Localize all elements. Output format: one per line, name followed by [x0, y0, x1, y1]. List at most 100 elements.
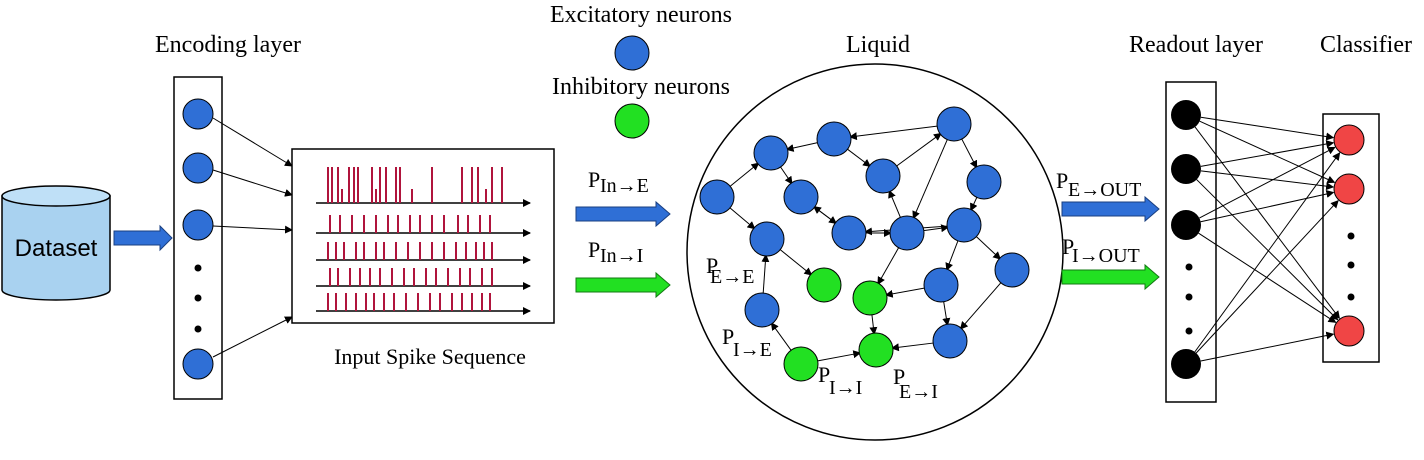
synapse-arrow	[974, 234, 1002, 260]
inhibitory-neuron	[858, 332, 894, 368]
synapse-arrow	[960, 137, 978, 169]
synapse-arrow	[970, 195, 979, 212]
input-to-excitatory-arrow	[575, 200, 671, 228]
readout-connection	[1194, 152, 1341, 353]
ellipsis-dot	[1185, 293, 1193, 301]
encoding-to-spike-arrow	[212, 117, 293, 167]
p-i-out-subscript: I→OUT	[1072, 245, 1140, 267]
synapse-arrow	[912, 137, 949, 220]
ellipsis-dot	[1185, 263, 1193, 271]
synapse-arrow	[884, 287, 927, 298]
inhibitory-neuron	[806, 267, 842, 303]
excitatory-neuron	[816, 121, 852, 157]
encoding-to-spike-arrow	[212, 316, 293, 358]
ellipsis-dot	[194, 325, 202, 333]
p-e-out-symbol: P	[1056, 168, 1068, 193]
excitatory-neuron	[889, 215, 925, 251]
readout-connection	[1198, 232, 1337, 323]
p-i-i-subscript: I→I	[829, 377, 862, 399]
classifier-neuron	[1333, 124, 1365, 156]
classifier-neuron	[1333, 173, 1365, 205]
p-i-e-subscript: I→E	[733, 339, 772, 361]
synapse-arrow	[779, 165, 793, 185]
synapse-arrow	[812, 206, 838, 225]
synapse-arrow	[770, 322, 793, 353]
encoding-layer-box	[173, 76, 223, 400]
readout-layer-box	[1165, 81, 1217, 403]
synapse-arrow	[869, 312, 878, 336]
spike-raster	[316, 167, 531, 315]
synapse-arrow	[761, 253, 770, 296]
excitatory-neuron	[699, 179, 735, 215]
readout-connection	[1200, 331, 1335, 362]
synapse-arrow	[728, 206, 756, 230]
p-e-out-subscript: E→OUT	[1068, 179, 1141, 201]
dataset-label: Dataset	[15, 235, 98, 262]
synapse-arrow	[894, 132, 942, 168]
excitatory-legend-label: Excitatory neurons	[550, 2, 732, 28]
excitatory-neuron	[744, 292, 780, 328]
p-i-i-symbol: P	[818, 362, 830, 387]
input-to-inhibitory-arrow	[575, 271, 671, 299]
ellipsis-dot	[1185, 327, 1193, 335]
encoding-neuron	[182, 348, 214, 380]
synapse-arrow	[890, 342, 936, 352]
readout-neuron	[1171, 154, 1201, 184]
readout-connection	[1200, 170, 1335, 191]
encoding-to-spike-arrow	[212, 169, 293, 197]
excitatory-neuron	[831, 215, 867, 251]
encoding-neuron	[182, 209, 214, 241]
readout-connection	[1200, 140, 1335, 167]
readout-connection	[1199, 146, 1336, 219]
ellipsis-dot	[194, 264, 202, 272]
synapse-arrow	[942, 299, 951, 327]
ellipsis-dot	[1347, 261, 1355, 269]
excitatory-neuron	[994, 252, 1030, 288]
readout-neuron	[1171, 100, 1201, 130]
excitatory-neuron	[946, 207, 982, 243]
excitatory-neuron	[749, 221, 785, 257]
ellipsis-dot	[1347, 232, 1355, 240]
excitatory-neuron	[753, 135, 789, 171]
encoding-layer-title: Encoding layer	[155, 32, 301, 58]
readout-layer-title: Readout layer	[1129, 32, 1263, 58]
classifier-title: Classifier	[1320, 32, 1412, 58]
synapse-arrow	[888, 189, 902, 220]
inhibitory-legend-label: Inhibitory neurons	[552, 74, 730, 100]
synapse-arrow	[959, 280, 1003, 330]
excitatory-to-readout-arrow	[1061, 195, 1160, 223]
encoding-to-spike-arrow	[212, 225, 293, 234]
p-i-out-symbol: P	[1062, 234, 1074, 259]
synapse-arrow	[877, 245, 901, 285]
p-e-e-subscript: E→E	[710, 266, 754, 288]
excitatory-neuron	[923, 267, 959, 303]
synapse-arrow	[848, 125, 940, 141]
readout-connection	[1196, 179, 1339, 321]
classifier-box	[1322, 113, 1380, 363]
inhibitory-legend-dot	[614, 103, 650, 139]
excitatory-neuron	[932, 323, 968, 359]
inhibitory-neuron	[783, 346, 819, 382]
dataset-cylinder	[1, 185, 111, 301]
p-e-i-subscript: E→I	[899, 381, 938, 403]
synapse-arrow	[845, 147, 872, 167]
excitatory-neuron	[865, 158, 901, 194]
p-in-e-subscript: In→E	[600, 175, 649, 197]
encoding-neuron	[182, 98, 214, 130]
readout-neuron	[1171, 349, 1201, 379]
excitatory-neuron	[936, 106, 972, 142]
p-e-e-symbol: P	[706, 253, 718, 278]
ellipsis-dot	[194, 294, 202, 302]
readout-neuron	[1171, 210, 1201, 240]
encoding-neuron	[182, 152, 214, 184]
liquid-title: Liquid	[846, 32, 910, 58]
p-i-e-symbol: P	[722, 324, 734, 349]
readout-connection	[1199, 120, 1336, 184]
synapse-arrow	[815, 350, 862, 362]
p-in-e-symbol: P	[588, 167, 600, 192]
synapse-arrow	[921, 224, 950, 233]
synapse-arrow	[778, 248, 813, 276]
excitatory-neuron	[966, 164, 1002, 200]
